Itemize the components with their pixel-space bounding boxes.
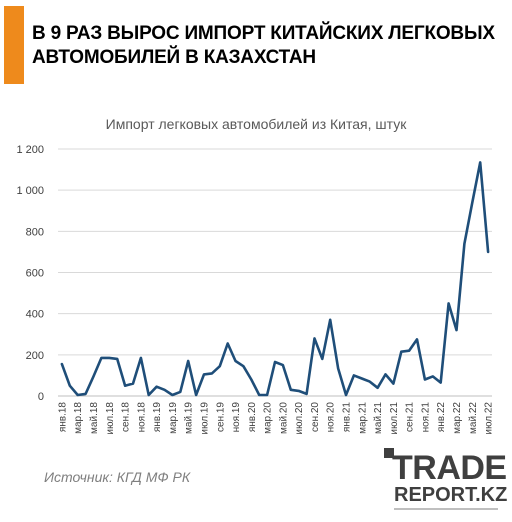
logo-corner-mark [384, 448, 394, 458]
series-line [60, 161, 490, 397]
x-tick-label: сен.18 [121, 402, 132, 432]
logo-underline [394, 508, 498, 510]
x-tick-label: июл.18 [105, 402, 116, 435]
series-line-layer [60, 161, 490, 397]
y-tick-label: 600 [26, 268, 44, 280]
x-tick-label: май.20 [278, 402, 289, 434]
x-tick-label: ноя.18 [136, 402, 147, 433]
grid-lines [58, 148, 492, 397]
x-tick-label: мар.21 [357, 402, 368, 434]
source-note: Источник: КГД МФ РК [44, 469, 191, 485]
y-tick-label: 0 [38, 391, 44, 403]
x-tick-label: мар.22 [452, 402, 463, 434]
x-tick-label: мар.19 [168, 402, 179, 434]
x-tick-label: янв.22 [436, 402, 447, 433]
x-tick-label: янв.18 [57, 402, 68, 433]
logo-bottom-text: REPORT.KZ [394, 484, 508, 506]
x-tick-label: май.22 [468, 402, 479, 434]
chart-title: Импорт легковых автомобилей из Китая, шт… [105, 116, 407, 132]
x-tick-label: янв.19 [152, 402, 163, 433]
x-tick-label: сен.20 [310, 402, 321, 432]
y-tick-label: 1 200 [16, 144, 44, 156]
y-tick-label: 400 [26, 309, 44, 321]
x-tick-label: май.18 [89, 402, 100, 434]
trade-report-logo: TRADE REPORT.KZ [384, 448, 508, 518]
x-tick-label: мар.20 [263, 402, 274, 434]
x-tick-label: ноя.20 [326, 402, 337, 433]
x-tick-label: янв.21 [342, 402, 353, 433]
line-chart: 0 200 400 600 800 1 000 1 200 янв.18 мар.18 май.… [16, 144, 494, 435]
x-axis-ticks: янв.18 мар.18 май.18 июл.18 сен.18 ноя.18 янв.… [57, 402, 494, 435]
y-axis-ticks: 0 200 400 600 800 1 000 1 200 [16, 144, 44, 403]
x-tick-label: июл.19 [199, 402, 210, 435]
y-tick-label: 200 [26, 350, 44, 362]
y-tick-label: 800 [26, 226, 44, 238]
x-tick-label: мар.18 [73, 402, 84, 434]
headline: В 9 РАЗ ВЫРОС ИМПОРТ КИТАЙСКИХ ЛЕГКОВЫХ … [32, 23, 495, 68]
x-tick-label: июл.22 [484, 402, 495, 435]
x-tick-label: май.19 [184, 402, 195, 434]
x-tick-label: сен.21 [405, 402, 416, 432]
x-tick-label: янв.20 [247, 402, 258, 433]
x-tick-label: ноя.21 [420, 402, 431, 433]
logo-top-text: TRADE [392, 449, 507, 487]
x-tick-label: ноя.19 [231, 402, 242, 433]
accent-bar [4, 6, 24, 84]
x-tick-label: июл.20 [294, 402, 305, 435]
y-tick-label: 1 000 [16, 185, 44, 197]
x-tick-label: сен.19 [215, 402, 226, 432]
x-tick-label: май.21 [373, 402, 384, 434]
x-tick-label: июл.21 [389, 402, 400, 435]
